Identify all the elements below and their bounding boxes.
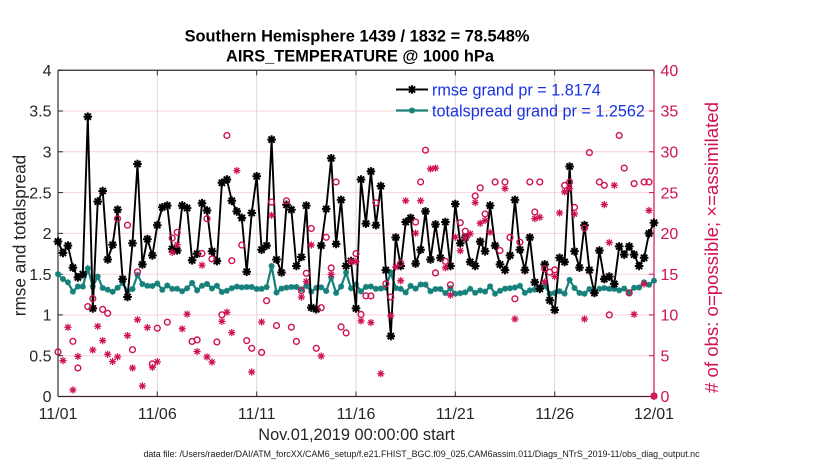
svg-text:AIRS_TEMPERATURE @ 1000 hPa: AIRS_TEMPERATURE @ 1000 hPa	[226, 48, 495, 66]
svg-text:# of obs: o=possible; ×=assimi: # of obs: o=possible; ×=assimilated	[701, 102, 722, 393]
svg-text:11/16: 11/16	[337, 406, 376, 423]
svg-text:40: 40	[661, 63, 679, 80]
svg-text:11/06: 11/06	[138, 406, 177, 423]
svg-text:0: 0	[661, 389, 670, 406]
svg-text:1.5: 1.5	[29, 267, 51, 284]
svg-text:1: 1	[43, 308, 52, 325]
svg-text:3.5: 3.5	[29, 104, 51, 121]
svg-text:11/21: 11/21	[436, 406, 475, 423]
svg-text:2: 2	[43, 226, 52, 243]
svg-text:3: 3	[43, 145, 52, 162]
svg-text:30: 30	[661, 145, 679, 162]
svg-text:0.5: 0.5	[29, 348, 51, 365]
svg-text:rmse grand pr = 1.8174: rmse grand pr = 1.8174	[432, 82, 601, 100]
svg-text:25: 25	[661, 185, 679, 202]
svg-text:11/01: 11/01	[39, 406, 78, 423]
svg-text:2.5: 2.5	[29, 185, 51, 202]
svg-text:20: 20	[661, 226, 679, 243]
svg-text:Nov.01,2019 00:00:00 start: Nov.01,2019 00:00:00 start	[258, 426, 455, 444]
svg-text:35: 35	[661, 104, 679, 121]
svg-text:rmse and totalspread: rmse and totalspread	[10, 155, 30, 316]
svg-text:11/26: 11/26	[535, 406, 574, 423]
svg-text:15: 15	[661, 267, 679, 284]
svg-text:data file: /Users/raeder/DAI/A: data file: /Users/raeder/DAI/ATM_forcXX/…	[143, 449, 700, 459]
svg-text:12/01: 12/01	[634, 406, 674, 423]
svg-text:Southern Hemisphere 1439 / 183: Southern Hemisphere 1439 / 1832 = 78.548…	[185, 28, 530, 46]
svg-text:totalspread grand pr = 1.2562: totalspread grand pr = 1.2562	[432, 103, 645, 121]
svg-text:4: 4	[43, 63, 52, 80]
svg-text:11/11: 11/11	[238, 406, 276, 423]
svg-text:0: 0	[43, 389, 52, 406]
svg-text:10: 10	[661, 308, 679, 325]
svg-text:5: 5	[661, 348, 670, 365]
